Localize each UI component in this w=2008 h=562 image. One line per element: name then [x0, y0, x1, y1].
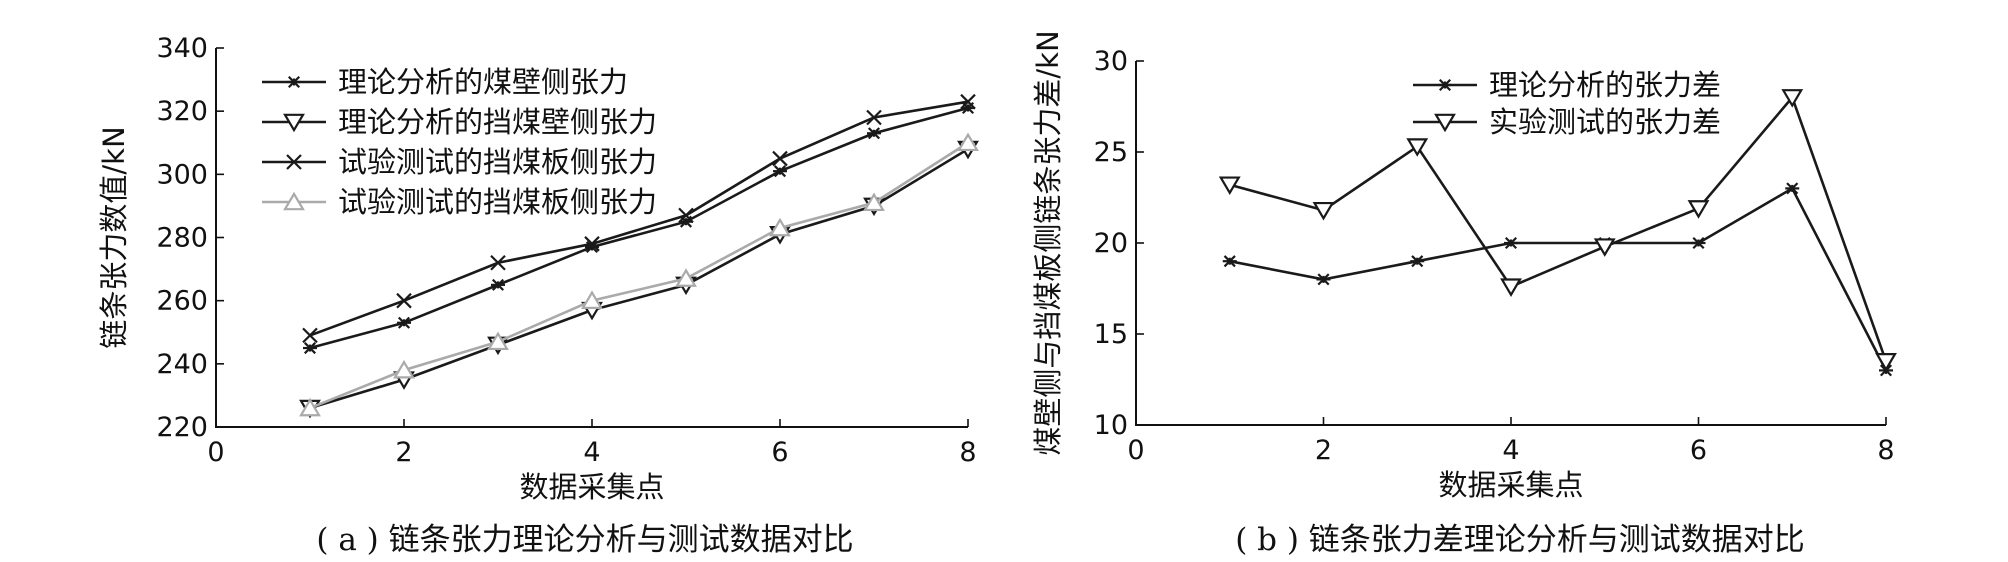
data-point — [1316, 273, 1331, 286]
x-tick-label: 4 — [583, 437, 600, 468]
x-tick-label: 0 — [207, 437, 224, 468]
data-point — [866, 109, 882, 126]
data-point — [584, 236, 600, 252]
data-point — [1875, 353, 1897, 372]
chart-caption: ( b ) 链条张力差理论分析与测试数据对比 — [1235, 522, 1805, 558]
chart-a: 0 2 4 6 8 220 240 260 280 300 320 340 数据采集点 链条张力数值/kN… — [97, 33, 979, 558]
series-line — [1229, 186, 1888, 371]
legend-item: 试验测试的挡煤板侧张力 — [262, 185, 657, 219]
data-point — [678, 207, 694, 224]
data-point — [302, 327, 318, 344]
y-tick-label: 240 — [156, 349, 208, 380]
y-tick-label: 220 — [156, 412, 208, 443]
data-point — [397, 316, 411, 329]
data-point — [299, 397, 321, 417]
x-axis-title: 数据采集点 — [1438, 468, 1583, 502]
chart-caption: ( a ) 链条张力理论分析与测试数据对比 — [316, 522, 853, 558]
x-tick-label: 4 — [1502, 435, 1519, 466]
series-line — [309, 147, 969, 410]
series-line — [309, 106, 969, 350]
legend-swatch-marker — [283, 113, 305, 133]
legend-label: 实验测试的张力差 — [1489, 105, 1721, 139]
y-tick-label: 10 — [1094, 410, 1128, 441]
data-point — [675, 268, 697, 287]
y-tick-label: 20 — [1094, 228, 1128, 259]
x-tick-label: 8 — [959, 437, 976, 468]
data-point — [1504, 236, 1518, 250]
data-point — [1781, 89, 1804, 108]
data-point — [960, 93, 976, 110]
legend-swatch-marker — [287, 75, 301, 89]
legend-item: 理论分析的煤壁侧张力 — [262, 65, 628, 99]
legend-swatch-marker — [1434, 113, 1456, 133]
legend-item: 理论分析的挡煤壁侧张力 — [262, 105, 657, 139]
series-line — [309, 141, 969, 410]
y-tick-label: 300 — [156, 159, 208, 190]
data-point — [772, 150, 788, 167]
legend-swatch-marker — [1438, 78, 1452, 92]
data-point — [863, 192, 885, 212]
x-tick-label: 6 — [771, 437, 788, 468]
data-point — [1593, 238, 1616, 257]
data-point — [393, 359, 415, 379]
data-point — [1785, 182, 1800, 195]
x-tick-label: 2 — [395, 437, 412, 468]
y-tick-label: 320 — [156, 96, 208, 127]
data-point — [1691, 236, 1706, 250]
y-tick-label: 260 — [156, 286, 208, 317]
x-tick-label: 6 — [1690, 435, 1707, 466]
data-point — [1500, 278, 1522, 297]
legend-swatch-marker — [283, 191, 305, 211]
x-tick-label: 0 — [1127, 435, 1144, 466]
data-point — [487, 331, 509, 351]
data-point — [491, 278, 505, 291]
y-tick-label: 15 — [1094, 319, 1128, 350]
legend-label: 理论分析的张力差 — [1489, 68, 1721, 102]
data-point — [957, 132, 979, 152]
x-tick-label: 8 — [1877, 435, 1894, 466]
legend-label: 理论分析的煤壁侧张力 — [338, 65, 628, 99]
y-tick-label: 280 — [156, 223, 208, 254]
series-line — [309, 100, 969, 337]
data-point — [303, 342, 317, 355]
legend-label: 理论分析的挡煤壁侧张力 — [338, 105, 657, 139]
legend-item: 试验测试的挡煤板侧张力 — [262, 145, 657, 179]
chart-b: 0 2 4 6 8 10 15 20 25 30 数据采集点 煤壁侧与挡煤板侧链条张力差/kN ( b … — [1031, 30, 1897, 558]
data-point — [1312, 201, 1335, 221]
data-point — [1222, 255, 1237, 268]
data-point — [396, 292, 412, 309]
data-point — [773, 165, 787, 178]
y-axis-title: 煤壁侧与挡煤板侧链条张力差/kN — [1031, 30, 1065, 455]
data-point — [1410, 255, 1425, 268]
legend-item: 实验测试的张力差 — [1413, 105, 1721, 139]
data-point — [1406, 138, 1429, 157]
data-point — [769, 217, 791, 237]
y-tick-label: 30 — [1094, 46, 1128, 77]
x-tick-label: 2 — [1315, 435, 1332, 466]
data-point — [581, 290, 603, 309]
data-point — [1687, 200, 1710, 219]
x-axis-title: 数据采集点 — [519, 470, 664, 504]
legend-swatch-marker — [286, 154, 302, 170]
y-axis-title: 链条张力数值/kN — [97, 126, 131, 348]
legend-item: 理论分析的张力差 — [1413, 68, 1721, 102]
series-line — [1229, 94, 1888, 362]
legend-label: 试验测试的挡煤板侧张力 — [338, 185, 657, 219]
y-tick-label: 340 — [156, 33, 208, 64]
y-tick-label: 25 — [1094, 137, 1128, 168]
data-point — [867, 127, 881, 140]
legend-label: 试验测试的挡煤板侧张力 — [338, 145, 657, 179]
data-point — [490, 254, 506, 271]
data-point — [1218, 176, 1241, 196]
